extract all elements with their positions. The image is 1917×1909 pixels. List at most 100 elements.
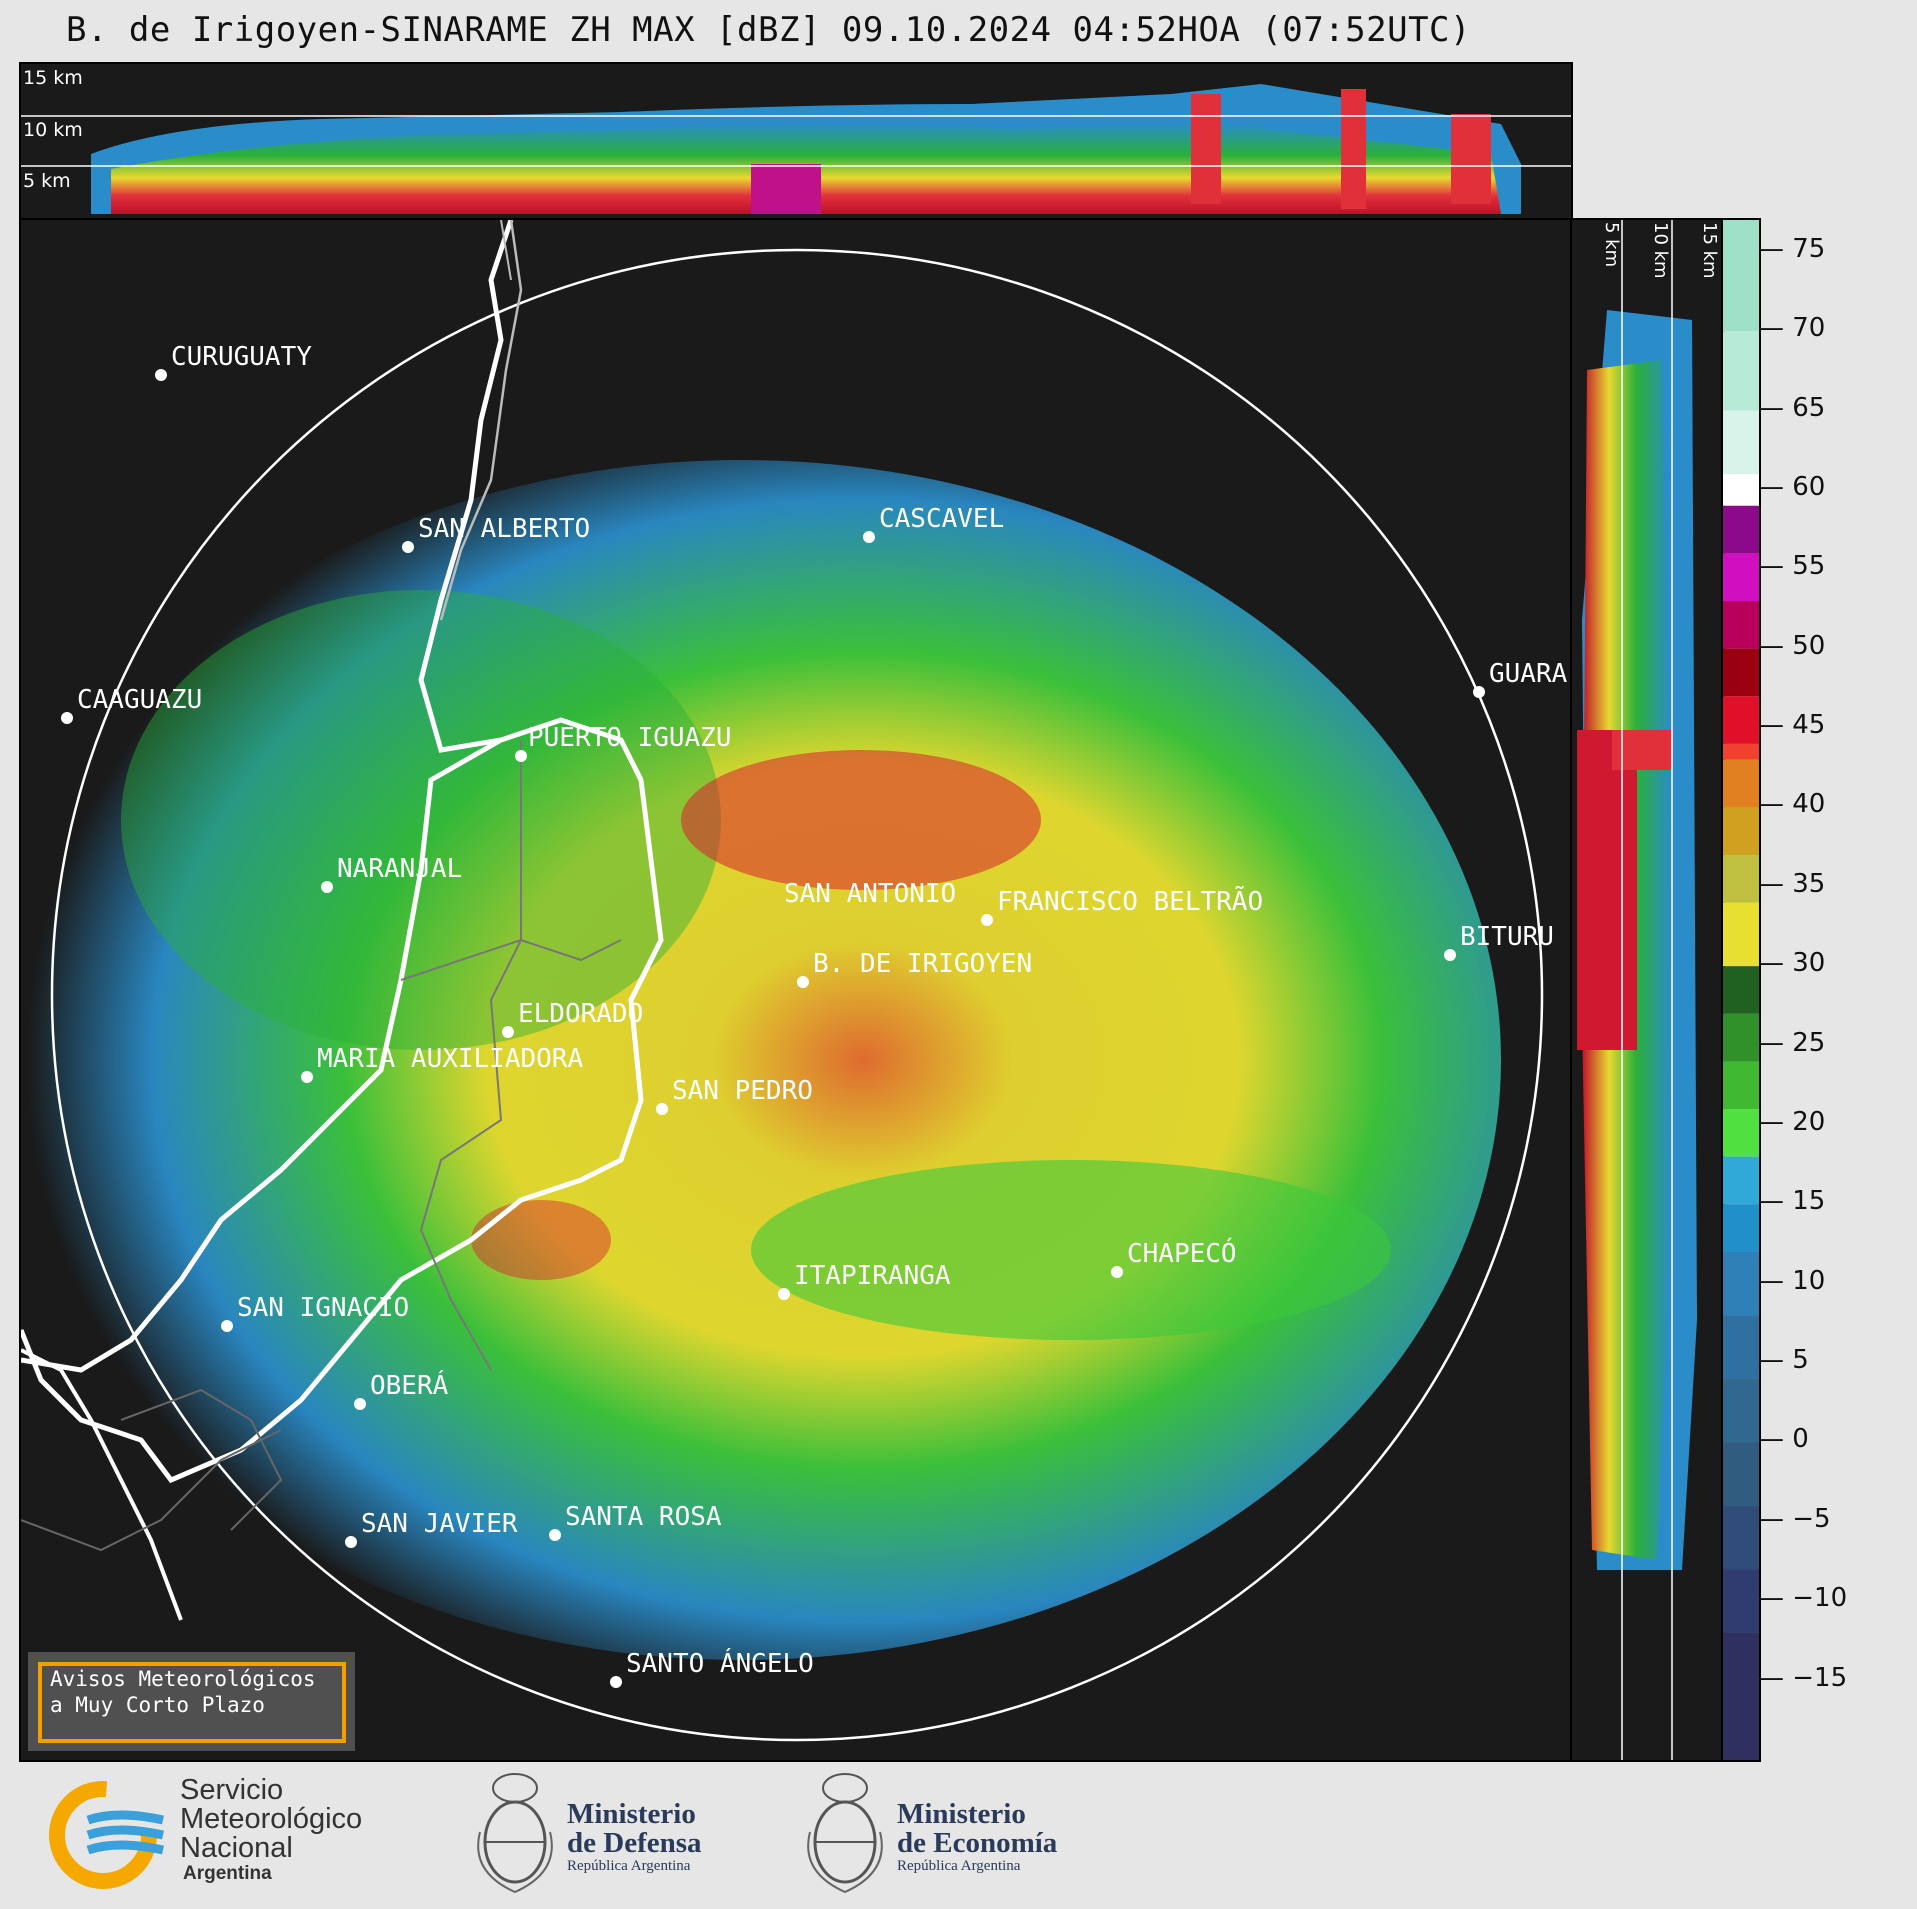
- warning-box[interactable]: Avisos Meteorológicos a Muy Corto Plazo: [28, 1652, 355, 1751]
- side-height-profile: 5 km 10 km 15 km: [1570, 218, 1725, 1762]
- city-san-pedro: SAN PEDRO: [656, 1076, 813, 1115]
- colorbar-tick-label: — 5: [1758, 1345, 1809, 1376]
- warning-line-1: Avisos Meteorológicos: [50, 1667, 316, 1691]
- side-km-label-5: 5 km: [1601, 222, 1622, 268]
- colorbar-band: [1723, 807, 1759, 856]
- city-label: SAN IGNACIO: [237, 1293, 409, 1323]
- colorbar-tick-label: — 50: [1758, 630, 1826, 661]
- colorbar-tick-label: — 10: [1758, 1265, 1826, 1296]
- colorbar-tick-label: — 30: [1758, 948, 1826, 979]
- city-label: SAN ALBERTO: [418, 514, 590, 544]
- smn-line-4: Argentina: [183, 1863, 272, 1884]
- city-francisco-beltrao: FRANCISCO BELTRÃO: [981, 885, 1263, 926]
- city-b-de-irigoyen: B. DE IRIGOYEN: [797, 949, 1032, 988]
- colorbar-band: [1723, 1505, 1759, 1570]
- colorbar-swatches: [1723, 220, 1759, 1760]
- smn-logo-icon: [49, 1781, 164, 1889]
- city-label: SAN ANTONIO: [784, 879, 956, 909]
- colorbar-band: [1723, 220, 1759, 332]
- side-profile-echoes: [1577, 220, 1697, 1760]
- coat-of-arms-icon: [477, 1773, 553, 1894]
- coat-of-arms-icon: [807, 1773, 883, 1894]
- economia-line-1: Ministerio: [897, 1798, 1026, 1830]
- city-maria-auxiliadora: MARIA AUXILIADORA: [301, 1044, 583, 1083]
- city-curuguaty: CURUGUATY: [155, 342, 312, 381]
- city-label: SANTO ÁNGELO: [626, 1647, 814, 1679]
- colorbar-tick-label: — 75: [1758, 233, 1826, 264]
- colorbar-band: [1723, 648, 1759, 697]
- city-guara: GUARA: [1473, 659, 1568, 698]
- colorbar-band: [1723, 696, 1759, 744]
- city-label: CHAPECÓ: [1127, 1237, 1237, 1269]
- city-caaguazu: CAAGUAZU: [61, 685, 202, 724]
- colorbar-band: [1723, 1156, 1759, 1205]
- colorbar-band: [1723, 1061, 1759, 1110]
- city-label: PUERTO IGUAZU: [528, 723, 732, 753]
- city-label: SANTA ROSA: [565, 1502, 722, 1532]
- smn-line-3: Nacional: [180, 1832, 293, 1864]
- top-km-label-5: 5 km: [23, 170, 71, 192]
- range-ring: [50, 248, 1544, 1742]
- top-km-label-10: 10 km: [23, 119, 83, 141]
- city-label: B. DE IRIGOYEN: [813, 949, 1032, 979]
- colorbar-band: [1723, 1315, 1759, 1379]
- colorbar-band: [1723, 410, 1759, 475]
- city-label: CURUGUATY: [171, 342, 312, 372]
- colorbar-band: [1723, 1109, 1759, 1157]
- defensa-line-1: Ministerio: [567, 1798, 696, 1830]
- side-km-label-10: 10 km: [1650, 222, 1671, 279]
- colorbar-tick-label: — 40: [1758, 789, 1826, 820]
- colorbar-band: [1723, 474, 1759, 506]
- city-san-javier: SAN JAVIER: [345, 1509, 518, 1548]
- city-eldorado: ELDORADO: [502, 999, 643, 1038]
- city-santo-angelo: SANTO ÁNGELO: [610, 1647, 814, 1688]
- colorbar-band: [1723, 331, 1759, 411]
- colorbar-band: [1723, 902, 1759, 967]
- colorbar-band: [1723, 1569, 1759, 1633]
- defensa-name: Ministerio de Defensa República Argentin…: [567, 1800, 702, 1875]
- top-height-profile: 15 km 10 km 5 km: [19, 62, 1573, 220]
- radar-map: CURUGUATY SAN ALBERTO CASCAVEL CAAGUAZU …: [19, 218, 1573, 1762]
- colorbar-tick-label: — 65: [1758, 392, 1826, 423]
- smn-line-1: Servicio: [180, 1774, 284, 1806]
- side-km-label-15: 15 km: [1699, 222, 1720, 279]
- city-chapeco: CHAPECÓ: [1111, 1237, 1237, 1278]
- footer: Servicio Meteorológico Nacional Argentin…: [0, 1762, 1917, 1909]
- colorbar-ticks: — 75 — 70 — 65 — 60 — 55 — 50 — 45 — 40 — 35 — 30…: [1758, 218, 1908, 1762]
- colorbar-tick-label: — 15: [1758, 1186, 1826, 1217]
- page-title: B. de Irigoyen-SINARAME ZH MAX [dBZ] 09.…: [66, 10, 1471, 50]
- colorbar-band: [1723, 1251, 1759, 1316]
- economia-sub: República Argentina: [897, 1858, 1021, 1874]
- city-label: CASCAVEL: [879, 504, 1004, 534]
- colorbar-band: [1723, 1378, 1759, 1443]
- colorbar-tick-label: — 70: [1758, 313, 1826, 344]
- colorbar-tick-label: — −10: [1758, 1583, 1848, 1614]
- colorbar-band: [1723, 1442, 1759, 1506]
- colorbar-band: [1723, 1204, 1759, 1252]
- city-label: GUARA: [1489, 659, 1568, 689]
- colorbar-band: [1723, 1013, 1759, 1062]
- city-cascavel: CASCAVEL: [863, 504, 1004, 543]
- city-san-ignacio: SAN IGNACIO: [221, 1293, 409, 1332]
- city-label: NARANJAL: [337, 854, 462, 884]
- city-obera: OBERÁ: [354, 1369, 449, 1410]
- smn-line-2: Meteorológico: [180, 1803, 363, 1835]
- city-label: ITAPIRANGA: [794, 1261, 951, 1291]
- city-label: OBERÁ: [370, 1369, 449, 1401]
- dbz-colorbar: [1721, 218, 1761, 1762]
- colorbar-band: [1723, 743, 1759, 760]
- city-itapiranga: ITAPIRANGA: [778, 1261, 951, 1300]
- colorbar-tick-label: — −15: [1758, 1662, 1848, 1693]
- colorbar-band: [1723, 601, 1759, 649]
- colorbar-tick-label: — 35: [1758, 868, 1826, 899]
- colorbar-band: [1723, 759, 1759, 808]
- city-puerto-iguazu: PUERTO IGUAZU: [515, 723, 732, 762]
- city-label: FRANCISCO BELTRÃO: [997, 885, 1263, 917]
- colorbar-band: [1723, 505, 1759, 554]
- city-label: MARIA AUXILIADORA: [317, 1044, 583, 1074]
- colorbar-band: [1723, 855, 1759, 903]
- colorbar-band: [1723, 966, 1759, 1014]
- economia-name: Ministerio de Economía República Argenti…: [897, 1800, 1057, 1875]
- top-km-label-15: 15 km: [23, 67, 83, 89]
- economia-line-2: de Economía: [897, 1827, 1058, 1859]
